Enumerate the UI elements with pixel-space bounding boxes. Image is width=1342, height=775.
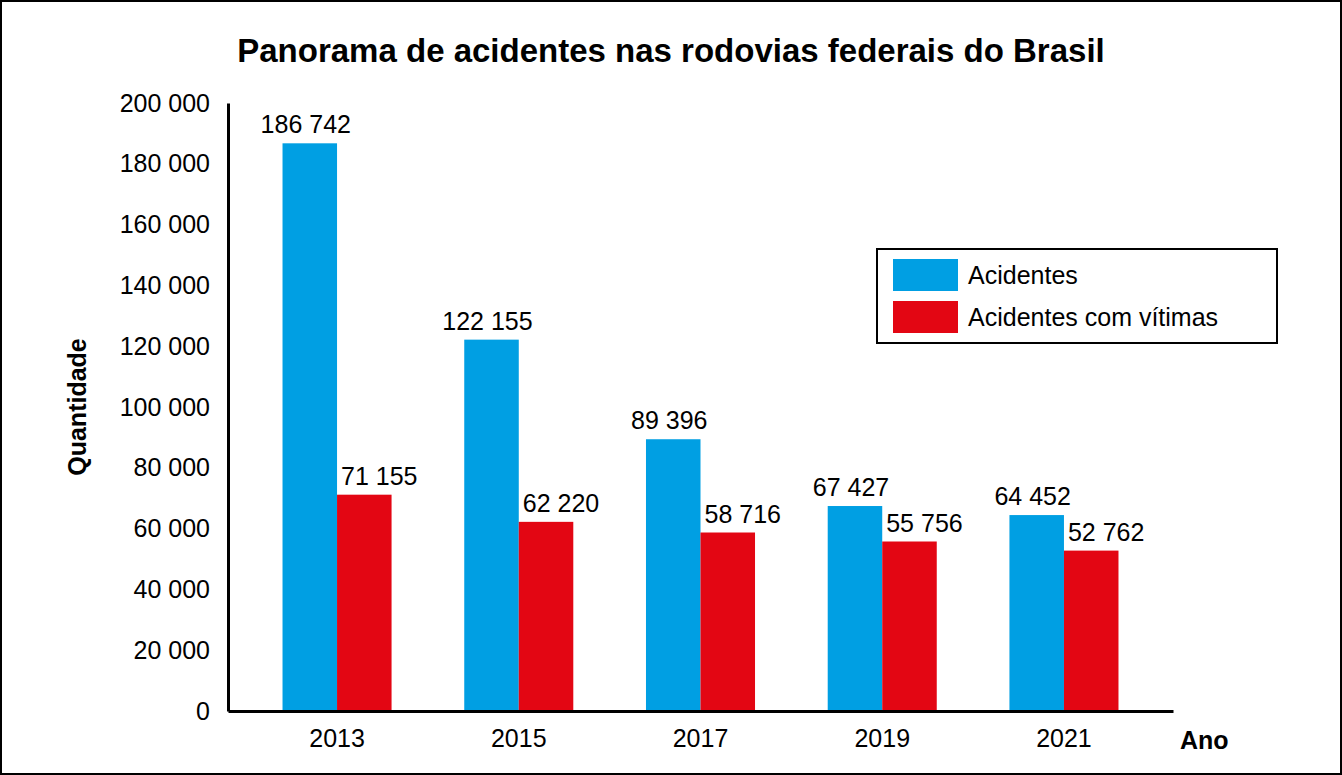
y-tick-label: 200 000 (120, 89, 210, 117)
bar (1009, 515, 1064, 711)
bar (283, 143, 338, 711)
y-tick: 80 000 (134, 453, 228, 481)
y-tick-label: 120 000 (120, 332, 210, 360)
x-tick: 2013 (309, 711, 365, 752)
legend-swatch (893, 259, 958, 291)
bar (646, 439, 701, 711)
x-axis: 2013 2015 2017 2019 2021 (229, 711, 1174, 752)
x-tick-label: 2019 (854, 724, 910, 752)
y-axis-title: Quantidade (63, 338, 91, 476)
y-tick: 200 000 (120, 89, 228, 117)
y-tick-label: 100 000 (120, 393, 210, 421)
data-label: 122 155 (442, 307, 532, 335)
bar (882, 542, 937, 711)
y-tick: 100 000 (120, 393, 228, 421)
y-tick: 120 000 (120, 332, 228, 360)
x-tick: 2021 (1036, 711, 1092, 752)
bar (1064, 551, 1119, 711)
x-tick-label: 2013 (309, 724, 365, 752)
y-tick-label: 20 000 (134, 636, 210, 664)
legend: Acidentes Acidentes com vítimas (877, 249, 1277, 343)
y-axis: 0 20 000 40 000 60 000 80 000 100 000 120 000 1… (120, 89, 229, 725)
bars (283, 143, 1119, 711)
y-tick-label: 140 000 (120, 271, 210, 299)
y-tick: 180 000 (120, 149, 228, 177)
y-axis-line (227, 104, 230, 712)
data-label: 186 742 (261, 110, 351, 138)
x-tick: 2017 (673, 711, 729, 752)
bar (828, 506, 883, 711)
y-tick-label: 180 000 (120, 149, 210, 177)
y-tick-label: 0 (196, 697, 210, 725)
y-tick-label: 60 000 (134, 514, 210, 542)
x-tick-label: 2021 (1036, 724, 1092, 752)
y-tick: 0 (196, 697, 228, 725)
bar (464, 340, 519, 711)
x-tick-label: 2017 (673, 724, 729, 752)
y-tick-label: 40 000 (134, 575, 210, 603)
chart: 186 742 122 155 89 396 67 427 64 452 71 155 62… (0, 0, 1342, 775)
x-tick-label: 2015 (491, 724, 547, 752)
legend-swatch (893, 301, 958, 333)
y-tick: 40 000 (134, 575, 228, 603)
y-tick-label: 160 000 (120, 210, 210, 238)
legend-label: Acidentes com vítimas (968, 303, 1218, 331)
data-label: 62 220 (523, 489, 599, 517)
x-tick: 2019 (854, 711, 910, 752)
data-label: 89 396 (631, 406, 707, 434)
y-tick-label: 80 000 (134, 453, 210, 481)
x-tick: 2015 (491, 711, 547, 752)
y-tick: 20 000 (134, 636, 228, 664)
title: Panorama de acidentes nas rodovias feder… (237, 32, 1105, 69)
data-label: 67 427 (813, 473, 889, 501)
y-tick: 60 000 (134, 514, 228, 542)
data-label: 55 756 (886, 509, 962, 537)
frame (1, 1, 1341, 774)
bar (519, 522, 574, 711)
data-label: 71 155 (341, 462, 417, 490)
bar (701, 533, 756, 711)
x-axis-title: Ano (1180, 726, 1229, 754)
x-axis-line (229, 710, 1174, 713)
data-label: 52 762 (1068, 518, 1144, 546)
legend-box (877, 249, 1277, 343)
data-label: 64 452 (994, 482, 1070, 510)
y-tick: 140 000 (120, 271, 228, 299)
y-tick: 160 000 (120, 210, 228, 238)
legend-label: Acidentes (968, 261, 1078, 289)
data-label: 58 716 (705, 500, 781, 528)
bar (337, 495, 392, 711)
